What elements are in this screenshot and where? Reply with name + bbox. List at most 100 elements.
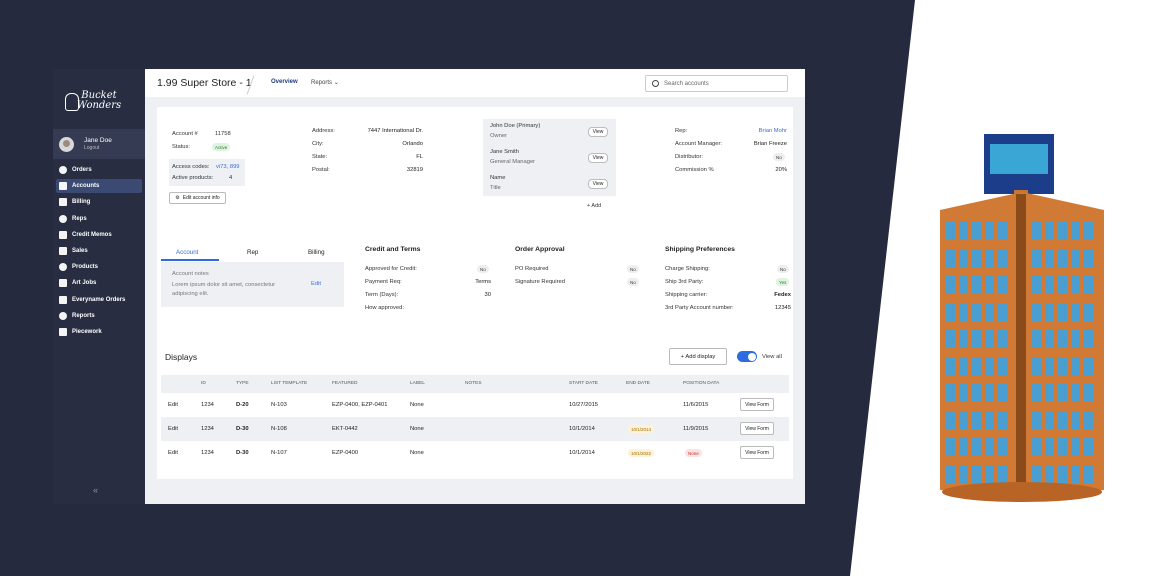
rack-product-pack [985,222,994,240]
sidebar-item-orders[interactable]: Orders [56,163,142,177]
rack-product-pack [1045,411,1054,429]
column-header[interactable]: END DATE [626,381,650,386]
column-header[interactable]: TYPE [236,381,249,386]
contact-view-button[interactable]: View [588,127,608,137]
brand-logo[interactable]: Bucket Wonders [65,91,131,117]
shipping-title: Shipping Preferences [665,246,735,253]
sidebar-item-reps[interactable]: Reps [56,212,142,226]
contact-role: Title [490,185,501,191]
manager-label: Account Manager: [675,141,723,147]
view-all-toggle[interactable] [737,351,757,362]
rack-product-pack [1084,384,1093,402]
approved-label: Approved for Credit: [365,266,417,272]
logout-link[interactable]: Logout [84,145,100,151]
rack-center-post [1016,194,1026,494]
tab-notes-account[interactable]: Account [176,249,199,256]
table-row: Edit 1234 D-20 N-103 EZP-0400, EZP-0401 None 1… [161,393,789,417]
tab-overview[interactable]: Overview [271,79,298,85]
search-input[interactable]: Search accounts [645,75,788,92]
notes-edit-link[interactable]: Edit [311,281,321,287]
account-number-value: 11758 [215,131,231,137]
view-form-button[interactable]: View Form [740,422,774,435]
po-label: PO Required [515,266,549,272]
rack-product-pack [1045,222,1054,240]
user-card[interactable]: Jane Doe Logout [53,129,145,159]
rack-product-pack [972,438,981,456]
rack-product-pack [1071,438,1080,456]
table-row: Edit 1234 D-30 N-107 EZP-0400 None 10/1/2014 10… [161,441,789,465]
third-party-label: Ship 3rd Party: [665,279,704,285]
edit-account-button[interactable]: ⚙ Edit account info [169,192,226,204]
cell-type: D-20 [236,402,249,408]
cell-id[interactable]: 1234 [201,402,214,408]
term-label: Term (Days): [365,292,399,298]
add-display-button[interactable]: + Add display [669,348,727,365]
sidebar-item-art-jobs[interactable]: Art Jobs [56,276,142,290]
rack-product-pack [1032,276,1041,294]
rack-header-product [990,144,1048,174]
column-header[interactable]: NOTES [465,381,482,386]
cell-edit[interactable]: Edit [168,402,178,408]
rack-product-pack [1071,330,1080,348]
column-header[interactable]: START DATE [569,381,598,386]
cell-end: 10/1/2022 [628,449,655,457]
column-header[interactable]: LABEL [410,381,425,386]
search-icon [652,80,659,87]
sidebar-item-piecework[interactable]: Piecework [56,325,142,339]
access-codes-value[interactable]: vi73, 899 [216,164,240,170]
add-contact-button[interactable]: + Add [587,203,602,209]
rack-product-pack [1045,249,1054,267]
contact-role: General Manager [490,159,536,165]
cell-edit[interactable]: Edit [168,450,178,456]
cell-end: 10/1/2014 [628,425,655,433]
signature-label: Signature Required [515,279,565,285]
rack-product-pack [985,465,994,483]
rack-product-pack [959,411,968,429]
sidebar-item-accounts[interactable]: Accounts [56,179,142,194]
tab-notes-billing[interactable]: Billing [308,249,325,256]
rack-product-pack [959,303,968,321]
rack-base [942,482,1102,502]
rack-product-pack [1084,249,1093,267]
rack-product-pack [959,222,968,240]
cell-id[interactable]: 1234 [201,450,214,456]
term-value: 30 [484,292,491,298]
rack-product-pack [1045,438,1054,456]
contact-view-button[interactable]: View [588,179,608,189]
cell-id[interactable]: 1234 [201,426,214,432]
sidebar-item-label: Credit Memos [72,231,112,238]
sidebar-item-reports[interactable]: Reports [56,309,142,323]
sidebar-item-sales[interactable]: Sales [56,244,142,258]
access-box [169,159,245,186]
rack-product-pack [1058,249,1067,267]
credit-memos-icon [59,230,67,239]
sidebar-item-products[interactable]: Products [56,260,142,274]
tab-reports[interactable]: Reports ⌄ [311,79,339,86]
collapse-icon[interactable]: « [93,485,99,495]
cell-edit[interactable]: Edit [168,426,178,432]
tab-notes-rep[interactable]: Rep [247,249,259,256]
column-header[interactable]: LIST TEMPLATE [271,381,308,386]
sidebar-item-everyname-orders[interactable]: Everyname Orders [56,293,142,307]
rack-product-pack [972,465,981,483]
rack-product-pack [972,222,981,240]
rack-product-pack [972,303,981,321]
view-form-button[interactable]: View Form [740,398,774,411]
column-header[interactable]: FEATURED [332,381,358,386]
sidebar-item-billing[interactable]: Billing [56,195,142,209]
view-form-button[interactable]: View Form [740,446,774,459]
column-header[interactable]: POSITION DATA [683,381,720,386]
table-header: ID TYPE LIST TEMPLATE FEATURED LABEL NOTES STA… [161,375,789,393]
sidebar-item-label: Reports [72,312,95,319]
view-all-label: View all [762,354,782,360]
column-header[interactable]: ID [201,381,206,386]
status-badge: Active [212,143,231,151]
rack-product-pack [1071,303,1080,321]
sidebar-item-credit-memos[interactable]: Credit Memos [56,228,142,242]
payment-label: Payment Req: [365,279,402,285]
rack-product-pack [1058,303,1067,321]
rack-product-pack [959,357,968,375]
contact-view-button[interactable]: View [588,153,608,163]
rep-value[interactable]: Brian Mohr [758,128,787,134]
contact-name: Name [490,175,506,181]
